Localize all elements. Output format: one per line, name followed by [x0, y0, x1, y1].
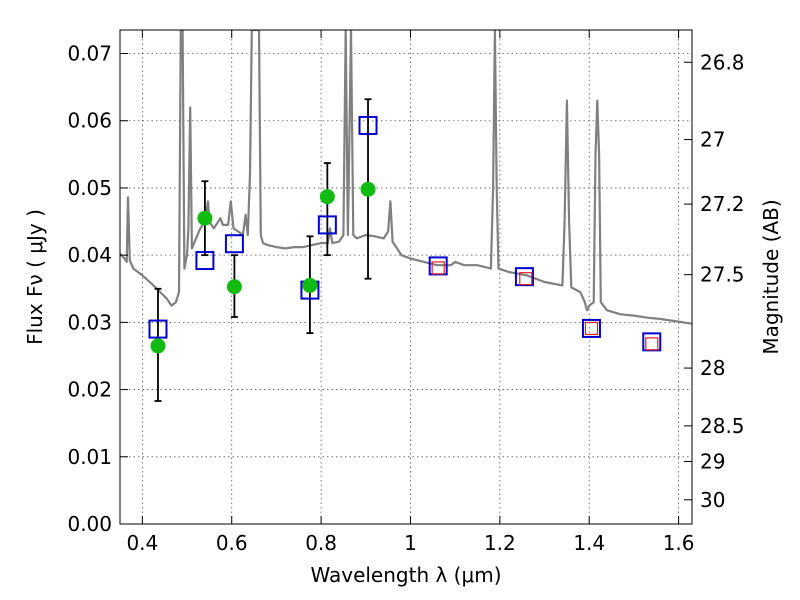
observed-point	[319, 189, 335, 205]
plot-background	[120, 30, 692, 524]
y-tick-label: 0.07	[67, 42, 112, 66]
x-tick-label: 1.6	[663, 531, 695, 555]
model-square	[358, 115, 378, 135]
model-square	[317, 215, 337, 235]
inner-square	[431, 261, 445, 275]
y-tick-label: 0.02	[67, 378, 112, 402]
x-tick-label: 1	[404, 531, 417, 555]
y2-tick-label: 29	[700, 449, 725, 473]
y2-tick-label: 27.2	[700, 192, 745, 216]
y2-tick-label: 27.5	[700, 263, 745, 287]
x-tick-label: 0.4	[126, 531, 158, 555]
model-square	[224, 234, 244, 254]
y-tick-label: 0.06	[67, 109, 112, 133]
inner-square	[519, 272, 533, 286]
y2-axis-title: Magnitude (AB)	[759, 199, 783, 354]
y-tick-label: 0.01	[67, 445, 112, 469]
model-square	[148, 319, 168, 339]
y2-tick-label: 30	[700, 488, 725, 512]
x-tick-label: 1.4	[573, 531, 605, 555]
axes: 0.4 0.6 0.8 1 1.2 1.4 1.6 0.00 0.01 0.02 0.03 0.04 0…	[67, 30, 745, 555]
y2-tick-label: 28	[700, 356, 725, 380]
data-layer	[120, 30, 692, 402]
inner-square	[584, 321, 599, 336]
x-tick-label: 0.6	[216, 531, 248, 555]
y-tick-label: 0.05	[67, 176, 112, 200]
y-tick-label: 0.04	[67, 243, 112, 267]
observed-point	[302, 277, 318, 293]
x-tick-label: 1.2	[484, 531, 516, 555]
x-axis-title: Wavelength λ (μm)	[310, 563, 501, 587]
spectrum-line	[120, 30, 692, 325]
observed-point	[197, 210, 213, 226]
y-tick-label: 0.03	[67, 310, 112, 334]
observed-point	[360, 181, 376, 197]
observed-point	[150, 338, 166, 354]
model-square	[581, 318, 601, 338]
y2-tick-label: 28.5	[700, 414, 745, 438]
inner-square	[645, 337, 659, 351]
model-square	[195, 251, 215, 271]
x-tick-label: 0.8	[305, 531, 337, 555]
y2-tick-label: 27	[700, 128, 725, 152]
plot-frame	[119, 29, 693, 525]
observed-point	[226, 279, 242, 295]
y-axis-title: Flux Fν ( μJy )	[23, 209, 47, 345]
y-tick-label: 0.00	[67, 512, 112, 536]
y2-tick-label: 26.8	[700, 50, 745, 74]
